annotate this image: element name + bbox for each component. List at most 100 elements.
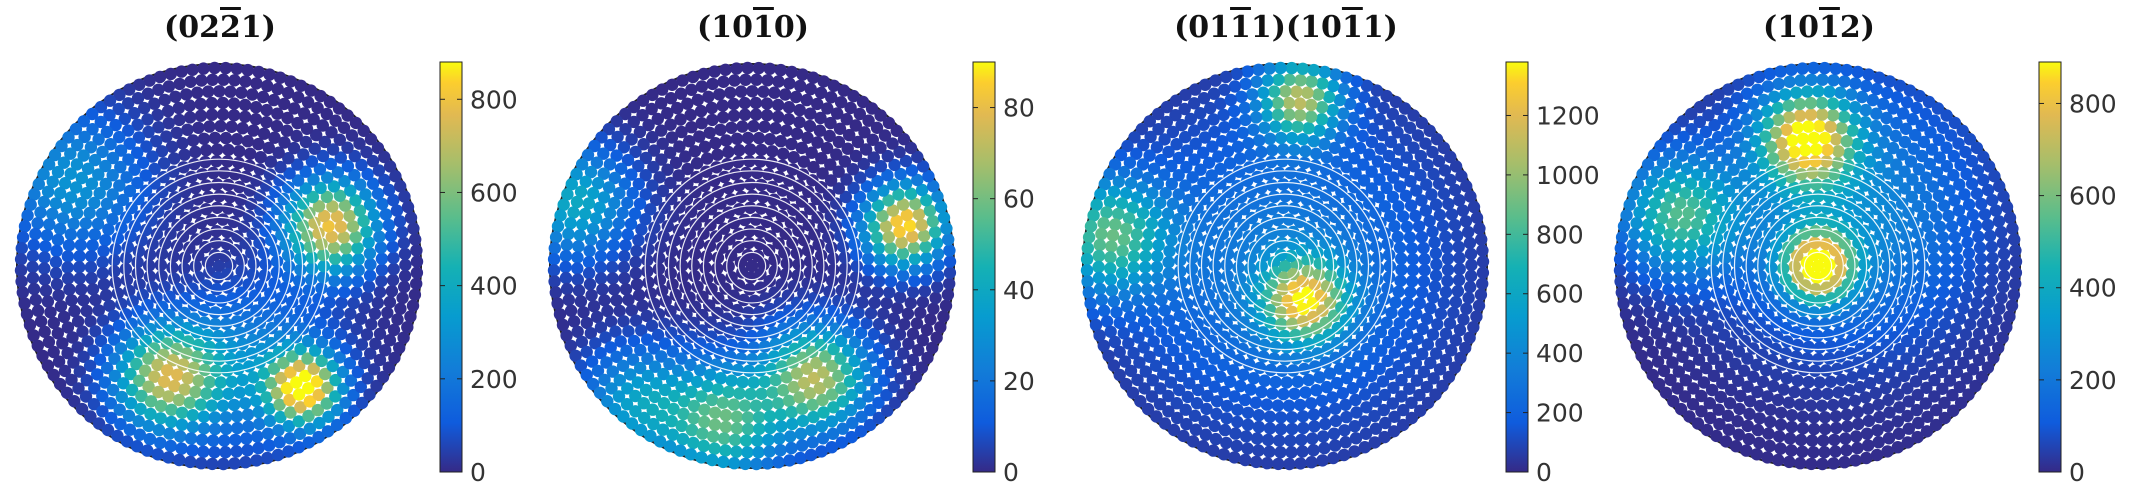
- data-point: [724, 350, 737, 363]
- colorbar-tick-label: 0: [2069, 458, 2085, 487]
- data-point: [167, 152, 181, 165]
- data-point: [1401, 296, 1414, 309]
- data-point: [1874, 228, 1887, 241]
- data-point: [639, 169, 652, 182]
- data-point: [1167, 343, 1180, 357]
- data-point: [98, 376, 112, 389]
- data-point: [757, 85, 770, 98]
- data-point: [786, 189, 799, 202]
- data-point: [1383, 271, 1396, 284]
- data-point: [1388, 326, 1401, 340]
- data-point: [1810, 271, 1824, 284]
- data-point: [1741, 419, 1754, 433]
- data-point: [1786, 361, 1800, 374]
- data-point: [339, 396, 352, 409]
- data-point: [763, 445, 776, 458]
- data-point: [1245, 211, 1259, 225]
- data-point: [1713, 144, 1727, 157]
- data-point: [387, 194, 400, 207]
- data-point: [289, 188, 303, 202]
- data-point: [1371, 251, 1384, 264]
- data-point: [876, 209, 889, 223]
- data-point: [1209, 270, 1223, 283]
- data-point: [765, 362, 778, 376]
- data-point: [233, 180, 246, 194]
- data-point: [1355, 188, 1369, 202]
- data-point: [1367, 96, 1381, 109]
- data-point: [737, 293, 750, 307]
- data-point: [1139, 261, 1152, 274]
- data-point: [766, 145, 779, 158]
- data-point: [1661, 239, 1675, 252]
- data-point: [641, 333, 654, 346]
- data-point: [195, 74, 208, 87]
- data-point: [658, 317, 671, 330]
- data-point: [608, 196, 621, 210]
- data-point: [349, 116, 363, 130]
- data-point: [173, 113, 186, 127]
- data-point: [1207, 444, 1220, 457]
- data-point: [100, 197, 114, 210]
- data-point: [1146, 187, 1159, 200]
- data-point: [783, 304, 796, 317]
- data-point: [1786, 299, 1800, 312]
- data-point: [822, 188, 836, 202]
- data-point: [706, 113, 719, 127]
- data-point: [1413, 297, 1426, 310]
- data-point: [833, 122, 847, 135]
- data-point: [1970, 296, 1983, 310]
- data-point: [1833, 350, 1847, 363]
- data-point: [597, 167, 610, 180]
- data-point: [270, 387, 283, 400]
- data-point: [629, 267, 642, 280]
- data-point: [591, 364, 605, 378]
- data-point: [1846, 371, 1859, 384]
- data-point: [1741, 259, 1755, 272]
- data-point: [16, 286, 29, 299]
- data-point: [843, 375, 857, 388]
- data-point: [854, 381, 867, 394]
- data-point: [782, 101, 796, 114]
- data-point: [1672, 261, 1685, 274]
- data-point: [1770, 368, 1783, 381]
- data-point: [1118, 355, 1132, 368]
- data-point: [1409, 209, 1422, 223]
- data-point: [872, 242, 886, 255]
- data-point: [130, 357, 143, 371]
- data-point: [794, 79, 807, 93]
- data-point: [1216, 227, 1230, 241]
- data-point: [1752, 70, 1766, 84]
- data-point: [846, 416, 859, 430]
- data-point: [1708, 118, 1721, 132]
- data-point: [887, 312, 901, 325]
- data-point: [1909, 128, 1922, 142]
- data-point: [844, 101, 857, 115]
- data-point: [2009, 266, 2023, 279]
- data-point: [1392, 200, 1405, 213]
- data-point: [189, 260, 202, 273]
- data-point: [1975, 370, 1989, 384]
- data-point: [1423, 214, 1436, 228]
- data-point: [814, 181, 828, 194]
- data-point: [840, 173, 853, 186]
- data-point: [564, 304, 578, 317]
- data-point: [911, 173, 924, 187]
- data-point: [1650, 233, 1664, 247]
- data-point: [205, 399, 219, 412]
- data-point: [224, 190, 237, 204]
- data-point: [164, 67, 177, 81]
- data-point: [909, 370, 923, 384]
- data-point: [1751, 205, 1764, 218]
- data-point: [897, 347, 910, 360]
- data-point: [698, 179, 711, 193]
- data-point: [1122, 337, 1135, 350]
- data-point: [1866, 362, 1880, 375]
- data-point: [142, 419, 155, 433]
- data-point: [685, 205, 698, 218]
- data-point: [1863, 155, 1876, 168]
- data-point: [1893, 304, 1906, 317]
- data-point: [580, 368, 593, 382]
- data-point: [73, 261, 86, 274]
- data-point: [749, 213, 763, 226]
- data-point: [574, 185, 588, 198]
